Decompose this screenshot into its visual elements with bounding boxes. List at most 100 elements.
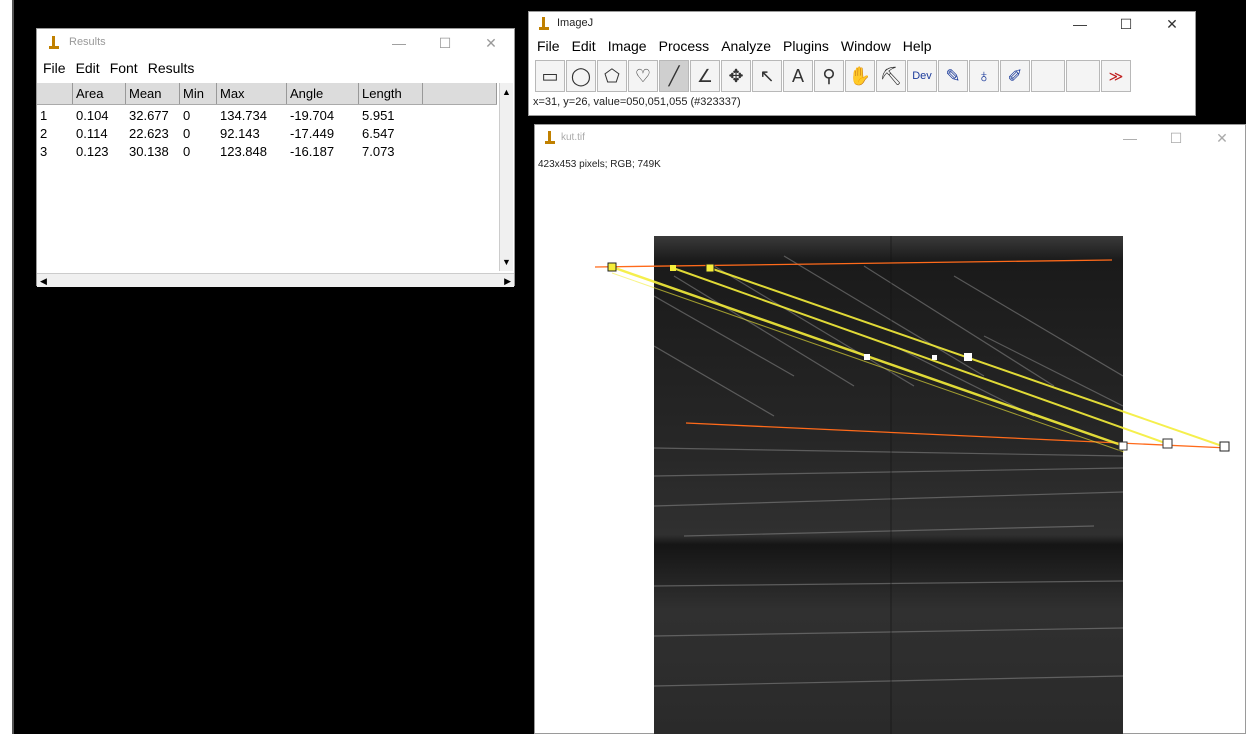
- flood-fill-tool-icon[interactable]: ♁: [969, 60, 999, 92]
- maximize-button[interactable]: ☐: [438, 35, 452, 51]
- close-button[interactable]: ✕: [1216, 130, 1228, 146]
- scroll-right-arrow-icon[interactable]: ▶: [504, 276, 511, 286]
- polygon-tool-icon[interactable]: ⬠: [597, 60, 627, 92]
- more-tools-icon[interactable]: ≫: [1101, 60, 1131, 92]
- menu-file[interactable]: File: [537, 38, 560, 54]
- menu-edit[interactable]: Edit: [571, 38, 596, 54]
- empty-tool-slot[interactable]: [1066, 60, 1100, 92]
- imagej-menubar: File Edit Image Process Analyze Plugins …: [529, 36, 1195, 56]
- empty-tool-slot[interactable]: [1031, 60, 1065, 92]
- cell-max: 134.734: [220, 108, 267, 123]
- scroll-up-arrow-icon[interactable]: ▲: [502, 87, 511, 97]
- image-titlebar[interactable]: kut.tif — ☐ ✕: [535, 125, 1245, 151]
- left-window-border: [0, 0, 14, 734]
- menu-font[interactable]: Font: [109, 60, 138, 76]
- cell-min: 0: [183, 108, 191, 123]
- results-table-body: 1 0.104 32.677 0 134.734 -19.704 5.951 2…: [37, 107, 497, 161]
- ultrasound-texture: [653, 236, 1124, 734]
- results-horizontal-scrollbar[interactable]: ◀ ▶: [37, 273, 514, 287]
- imagej-toolbar: ▭ ◯ ⬠ ♡ ╱ ∠ ✥ ↖ A ⚲ ✋ ⛏ Dev ✎ ♁ ✐ ≫: [535, 60, 1132, 92]
- results-title: Results: [69, 36, 106, 48]
- point-tool-icon[interactable]: ✥: [721, 60, 751, 92]
- close-button[interactable]: ✕: [1166, 16, 1178, 32]
- imagej-main-window: ImageJ — ☐ ✕ File Edit Image Process Ana…: [528, 11, 1196, 116]
- cell-length: 6.547: [362, 126, 395, 141]
- column-header-empty: [423, 83, 497, 104]
- cell-mean: 22.623: [129, 126, 169, 141]
- minimize-button[interactable]: —: [1123, 130, 1137, 146]
- results-titlebar[interactable]: Results — ☐ ✕: [37, 29, 514, 57]
- image-title: kut.tif: [561, 132, 585, 143]
- cell-index: 3: [40, 144, 48, 159]
- cell-angle: -19.704: [290, 108, 335, 123]
- imagej-logo-icon: [539, 17, 549, 30]
- rectangle-tool-icon[interactable]: ▭: [535, 60, 565, 92]
- hand-tool-icon[interactable]: ✋: [845, 60, 875, 92]
- results-table-header: Area Mean Min Max Angle Length: [37, 83, 497, 105]
- results-table: Area Mean Min Max Angle Length 1 0.104 3…: [37, 83, 514, 287]
- minimize-button[interactable]: —: [392, 35, 406, 51]
- developer-menu-icon[interactable]: Dev: [907, 60, 937, 92]
- close-button[interactable]: ✕: [485, 35, 497, 51]
- imagej-logo-icon: [49, 36, 59, 49]
- cell-max: 123.848: [220, 144, 267, 159]
- image-info: 423x453 pixels; RGB; 749K: [538, 159, 661, 170]
- column-header-mean[interactable]: Mean: [126, 83, 180, 104]
- wand-tool-icon[interactable]: ↖: [752, 60, 782, 92]
- imagej-logo-icon: [545, 131, 555, 144]
- cell-area: 0.123: [76, 144, 109, 159]
- line-tool-icon[interactable]: ╱: [659, 60, 689, 92]
- scroll-left-arrow-icon[interactable]: ◀: [40, 276, 47, 286]
- menu-window[interactable]: Window: [840, 38, 891, 54]
- cell-area: 0.104: [76, 108, 109, 123]
- menu-edit[interactable]: Edit: [75, 60, 100, 76]
- table-row[interactable]: 1 0.104 32.677 0 134.734 -19.704 5.951: [37, 107, 497, 125]
- column-header-index[interactable]: [37, 83, 73, 104]
- freehand-tool-icon[interactable]: ♡: [628, 60, 658, 92]
- cell-index: 2: [40, 126, 48, 141]
- column-header-max[interactable]: Max: [217, 83, 287, 104]
- status-bar: x=31, y=26, value=050,051,055 (#323337): [533, 96, 741, 108]
- scroll-down-arrow-icon[interactable]: ▼: [502, 257, 511, 267]
- oval-tool-icon[interactable]: ◯: [566, 60, 596, 92]
- table-row[interactable]: 3 0.123 30.138 0 123.848 -16.187 7.073: [37, 143, 497, 161]
- cell-min: 0: [183, 126, 191, 141]
- column-header-length[interactable]: Length: [359, 83, 423, 104]
- menu-analyze[interactable]: Analyze: [721, 38, 771, 54]
- pencil-tool-icon[interactable]: ✐: [1000, 60, 1030, 92]
- magnifier-tool-icon[interactable]: ⚲: [814, 60, 844, 92]
- cell-mean: 30.138: [129, 144, 169, 159]
- cell-min: 0: [183, 144, 191, 159]
- brush-tool-icon[interactable]: ✎: [938, 60, 968, 92]
- maximize-button[interactable]: ☐: [1169, 130, 1183, 146]
- cell-index: 1: [40, 108, 48, 123]
- table-row[interactable]: 2 0.114 22.623 0 92.143 -17.449 6.547: [37, 125, 497, 143]
- cell-mean: 32.677: [129, 108, 169, 123]
- maximize-button[interactable]: ☐: [1119, 16, 1133, 32]
- menu-results[interactable]: Results: [147, 60, 195, 76]
- cell-max: 92.143: [220, 126, 260, 141]
- results-window: Results — ☐ ✕ File Edit Font Results Are…: [36, 28, 515, 287]
- menu-file[interactable]: File: [43, 60, 66, 76]
- menu-image[interactable]: Image: [607, 38, 647, 54]
- minimize-button[interactable]: —: [1073, 16, 1087, 32]
- angle-tool-icon[interactable]: ∠: [690, 60, 720, 92]
- menu-plugins[interactable]: Plugins: [783, 38, 829, 54]
- cell-angle: -17.449: [290, 126, 335, 141]
- ultrasound-image[interactable]: [653, 236, 1124, 734]
- imagej-title: ImageJ: [557, 17, 594, 29]
- menu-help[interactable]: Help: [902, 38, 932, 54]
- menu-process[interactable]: Process: [658, 38, 710, 54]
- results-menubar: File Edit Font Results: [37, 57, 514, 79]
- column-header-area[interactable]: Area: [73, 83, 126, 104]
- results-vertical-scrollbar[interactable]: ▲ ▼: [499, 83, 513, 271]
- column-header-angle[interactable]: Angle: [287, 83, 359, 104]
- cell-length: 5.951: [362, 108, 395, 123]
- cell-length: 7.073: [362, 144, 395, 159]
- color-picker-tool-icon[interactable]: ⛏: [876, 60, 906, 92]
- cell-area: 0.114: [76, 126, 108, 141]
- column-header-min[interactable]: Min: [180, 83, 217, 104]
- imagej-titlebar[interactable]: ImageJ — ☐ ✕: [529, 12, 1195, 36]
- cell-angle: -16.187: [290, 144, 335, 159]
- text-tool-icon[interactable]: A: [783, 60, 813, 92]
